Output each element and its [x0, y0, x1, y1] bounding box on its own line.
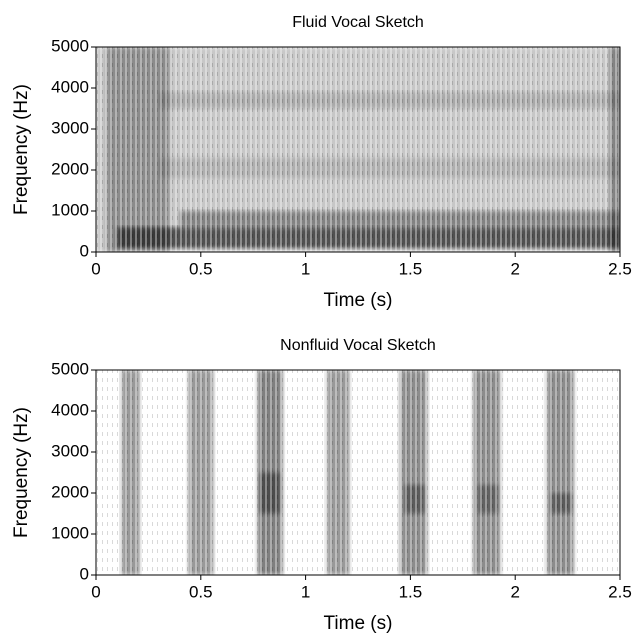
texture: [96, 47, 620, 252]
x-tick-label: 0: [91, 259, 100, 278]
y-tick-label: 1000: [51, 200, 89, 219]
x-tick-label: 2.5: [608, 259, 632, 278]
y-tick-label: 2000: [51, 482, 89, 501]
y-tick-label: 5000: [51, 359, 89, 378]
chart-title: Nonfluid Vocal Sketch: [280, 337, 436, 354]
y-tick-label: 4000: [51, 400, 89, 419]
texture: [96, 370, 620, 575]
x-tick-label: 1.5: [399, 582, 423, 601]
plot-area: [96, 370, 620, 575]
x-tick-label: 2: [510, 582, 519, 601]
axes-frame: [95, 46, 621, 253]
plot-area: [96, 47, 620, 252]
y-tick-label: 4000: [51, 77, 89, 96]
y-tick-label: 1000: [51, 523, 89, 542]
x-tick-label: 0: [91, 582, 100, 601]
x-axis-label: Time (s): [324, 290, 393, 311]
y-axis-label: Frequency (Hz): [11, 84, 32, 215]
y-tick-label: 2000: [51, 159, 89, 178]
axes-frame: [95, 369, 621, 576]
x-tick-label: 0.5: [189, 582, 213, 601]
y-axis-label: Frequency (Hz): [11, 407, 32, 538]
x-tick-label: 1.5: [399, 259, 423, 278]
x-tick-label: 2.5: [608, 582, 632, 601]
y-tick-label: 3000: [51, 118, 89, 137]
y-tick-label: 3000: [51, 441, 89, 460]
y-tick-label: 5000: [51, 36, 89, 55]
y-tick-label: 0: [80, 564, 89, 583]
chart-title: Fluid Vocal Sketch: [292, 14, 424, 31]
x-tick-label: 2: [510, 259, 519, 278]
x-tick-label: 1: [301, 259, 310, 278]
x-axis-label: Time (s): [324, 613, 393, 634]
y-tick-label: 0: [80, 241, 89, 260]
x-tick-label: 1: [301, 582, 310, 601]
x-tick-label: 0.5: [189, 259, 213, 278]
